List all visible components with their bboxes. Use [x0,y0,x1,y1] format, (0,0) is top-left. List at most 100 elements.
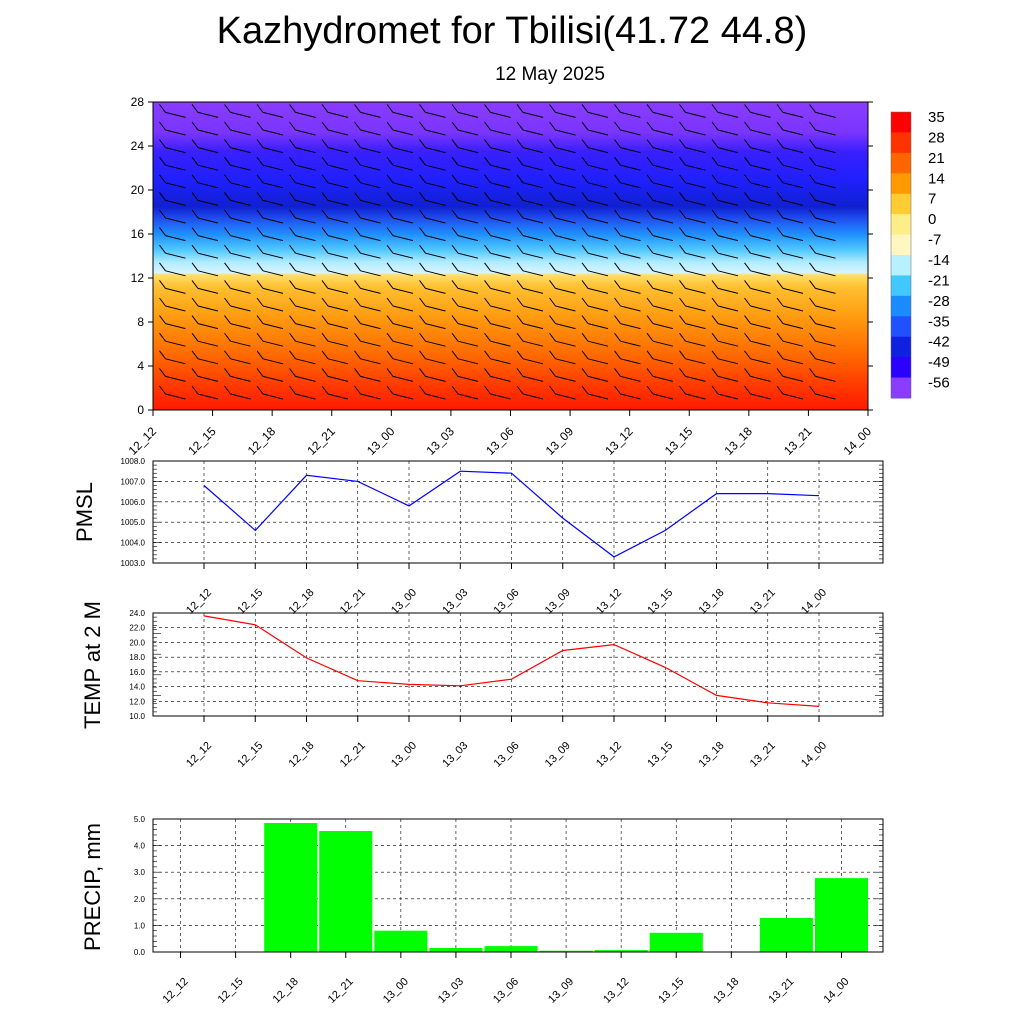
wind-barb [386,121,414,136]
wind-barb [289,315,316,330]
x-tick-label: 12_21 [338,587,368,617]
wind-barb [581,385,609,400]
colorbar-swatch [891,112,911,133]
wind-barb [549,139,576,154]
x-tick-label: 13_15 [656,976,686,1006]
colorbar-label: -35 [928,313,950,330]
x-tick-label: 14_00 [841,424,875,458]
wind-barb [354,332,381,347]
pmsl-panel: 1003.0 1004.0 1005.0 1006.0 1007.0 1008.0 12_1… [72,457,884,617]
wind-barb [809,174,836,189]
wind-barb [646,121,674,136]
x-tick-label: 12_18 [287,587,317,617]
wind-barb [776,156,804,171]
wind-barb [321,244,349,259]
wind-barb [809,280,836,294]
wind-barb [484,315,511,330]
wind-barb [614,297,641,312]
wind-barb [256,280,284,294]
wind-barb [744,385,771,400]
x-tick-label: 13_18 [711,976,741,1006]
wind-barb [614,262,641,277]
wind-barb [159,280,186,294]
wind-barb [549,368,576,382]
wind-barb [191,262,219,277]
x-tick-label: 13_15 [645,740,675,770]
wind-barb [321,139,349,154]
wind-barb [224,227,251,242]
wind-barb [354,350,381,365]
wind-barb [646,139,674,154]
wind-barb [809,209,836,224]
wind-barb [516,385,544,400]
x-tick-label: 12_18 [271,976,301,1006]
x-tick-label: 13_03 [440,740,470,770]
wind-barb [191,350,219,365]
wind-barb [191,209,219,224]
wind-barb [451,104,479,118]
wind-barb [451,280,479,294]
wind-barb [581,350,609,365]
wind-barb [159,174,186,189]
wind-barb [159,385,186,400]
wind-barb [549,192,576,206]
wind-barb [809,385,836,400]
y-tick-label: 1005.0 [121,518,146,527]
x-tick-label: 13_12 [601,976,631,1006]
precip-bar [814,878,868,952]
wind-barb [159,227,186,242]
x-tick-label: 13_18 [697,740,727,770]
wind-barb [386,227,414,242]
wind-barb [744,104,771,118]
wind-barb [679,139,706,154]
wind-barb [679,315,706,330]
wind-barb [224,297,251,312]
wind-barb [484,209,511,224]
wind-barb [224,209,251,224]
wind-barb [484,174,511,189]
wind-barb [744,192,771,206]
wind-barb [711,104,739,118]
x-tick-label: 12_21 [338,740,368,770]
y-tick-label: 8 [137,315,144,329]
wind-barb [419,209,446,224]
wind-barb [159,121,186,136]
wind-barb [451,262,479,277]
x-tick-label: 12_15 [216,976,246,1006]
wind-barb [289,262,316,277]
wind-barb [809,121,836,136]
wind-barb [419,262,446,277]
y-tick-label: 16 [131,227,145,241]
plot-frame [152,460,884,564]
wind-barb [224,280,251,294]
wind-barb [516,315,544,330]
wind-barb [354,192,381,206]
wind-barb [614,385,641,400]
wind-barb [386,139,414,154]
wind-barb [191,192,219,206]
wind-barb [614,156,641,171]
wind-barb [646,332,674,347]
wind-barb [549,315,576,330]
wind-barb [581,368,609,382]
wind-barb [646,227,674,242]
wind-barb [419,121,446,136]
wind-barb [614,104,641,118]
y-tick-label: 20.0 [129,638,145,647]
wind-barb [289,156,316,171]
colorbar-label: -7 [928,232,941,249]
wind-barb [679,104,706,118]
wind-barb [386,350,414,365]
wind-barb [386,297,414,312]
colorbar-label: 14 [928,170,945,187]
wind-barb [549,297,576,312]
y-axis-label: PRECIP, mm [80,823,105,951]
wind-barb [256,227,284,242]
wind-barb [289,174,316,189]
precip-bar [319,831,373,952]
x-tick-label: 13_12 [602,424,636,458]
wind-barb [289,121,316,136]
colorbar-swatch [891,152,911,174]
x-tick-label: 12_12 [184,740,214,770]
